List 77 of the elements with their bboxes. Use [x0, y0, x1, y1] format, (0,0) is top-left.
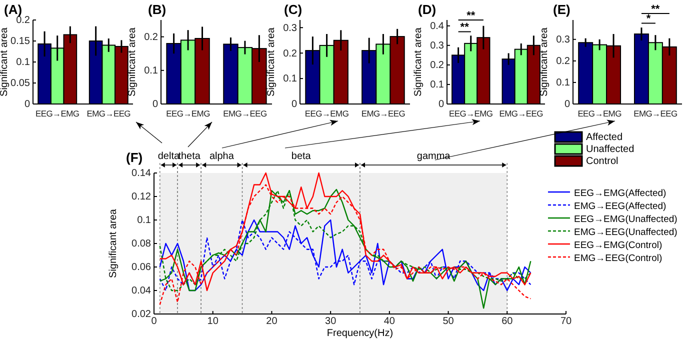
- annotation: **: [460, 22, 470, 34]
- x-tick-label: EEG→EMG: [166, 108, 210, 118]
- line-series: [159, 219, 532, 292]
- chart-title: (C): [284, 2, 302, 17]
- y-tick-label: 0.1: [430, 80, 444, 91]
- x-tick-label: 70: [560, 316, 572, 328]
- y-tick-label: 0.1: [144, 66, 158, 77]
- y-tick-label: 0.02: [132, 309, 152, 320]
- y-tick-label: 0.1: [283, 74, 298, 85]
- y-tick-label: 0.3: [283, 22, 298, 34]
- y-axis-title: Significant area: [413, 27, 424, 96]
- y-axis-title: Significant area: [539, 27, 550, 96]
- y-tick-label: 0.1: [556, 78, 570, 89]
- y-axis-title: Significant area: [266, 27, 277, 96]
- annotation: *: [646, 13, 652, 26]
- y-tick-label: 0.14: [132, 168, 152, 180]
- x-tick-label: 30: [325, 316, 337, 328]
- chart-title: (F): [126, 150, 143, 165]
- band-label: gamma: [416, 151, 451, 162]
- x-tick-label: 50: [442, 316, 454, 328]
- legend-label: Control: [586, 156, 618, 167]
- y-axis-title: Significant area: [108, 208, 119, 278]
- y-axis-title: Significant area: [127, 27, 138, 96]
- x-tick-label: EMG→EEG: [223, 108, 267, 118]
- x-tick-label: 10: [207, 316, 219, 328]
- chart-title: (D): [418, 2, 436, 17]
- legend-label: EMG→EEG(Affected): [574, 201, 666, 212]
- y-tick-label: 0: [564, 99, 570, 110]
- chart-title: (B): [148, 2, 166, 17]
- legend-label: EEG→EMG(Unaffected): [574, 214, 678, 225]
- y-tick-label: 0.1: [137, 215, 152, 226]
- x-tick-label: EEG→EMG: [578, 108, 622, 118]
- legend-label: Affected: [586, 132, 623, 143]
- y-tick-label: 0.1: [16, 57, 30, 68]
- y-tick-label: 0.15: [10, 36, 30, 48]
- x-tick-label: 60: [502, 316, 514, 328]
- legend-label: EMG→EEG(Control): [574, 253, 662, 264]
- band-label: delta: [158, 151, 180, 162]
- band-label: beta: [291, 151, 312, 162]
- legend-label: EEG→EMG(Control): [574, 240, 662, 251]
- y-tick-label: 0.06: [132, 262, 152, 274]
- chart-title: (E): [553, 2, 570, 17]
- x-tick-label: EMG→EEG: [634, 108, 678, 118]
- y-tick-label: 0.2: [283, 48, 298, 60]
- x-tick-label: EEG→EMG: [36, 108, 80, 118]
- y-tick-label: 0: [438, 99, 444, 110]
- x-tick-label: EMG→EEG: [86, 108, 130, 118]
- legend-label: EMG→EEG(Unaffected): [574, 227, 678, 238]
- x-tick-label: 40: [384, 316, 396, 328]
- x-tick-label: EEG→EMG: [304, 108, 349, 118]
- chart-title: (A): [4, 2, 22, 17]
- y-tick-label: 0.4: [430, 21, 444, 32]
- y-tick-label: 0.05: [10, 78, 30, 90]
- y-tick-label: 0.04: [132, 286, 152, 297]
- y-tick-label: 0.2: [430, 60, 444, 72]
- band-label: alpha: [209, 151, 234, 162]
- y-tick-label: 0.08: [132, 238, 152, 250]
- y-tick-label: 0: [24, 99, 30, 110]
- x-tick-label: EMG→EEG: [499, 108, 543, 118]
- y-tick-label: 0: [152, 99, 158, 110]
- y-tick-label: 0: [291, 99, 298, 110]
- y-axis-title: Significant area: [0, 27, 10, 96]
- text: **: [651, 4, 660, 16]
- legend-label: EEG→EMG(Affected): [574, 188, 666, 199]
- legend-label: Unaffected: [586, 144, 634, 155]
- x-tick-label: EEG→EMG: [449, 108, 493, 118]
- y-tick-label: 0.2: [144, 32, 158, 43]
- y-tick-label: 0.12: [132, 192, 152, 203]
- y-tick-label: 0.3: [430, 40, 444, 52]
- y-tick-label: 0.2: [16, 15, 30, 26]
- x-tick-label: 20: [266, 316, 278, 328]
- x-axis-title: Frequency(Hz): [326, 328, 394, 339]
- x-tick-label: EMG→EEG: [361, 108, 406, 118]
- annotation: **: [466, 10, 476, 22]
- band-label: theta: [178, 151, 201, 162]
- y-tick-label: 0.3: [556, 34, 570, 46]
- y-tick-label: 0.2: [556, 56, 570, 68]
